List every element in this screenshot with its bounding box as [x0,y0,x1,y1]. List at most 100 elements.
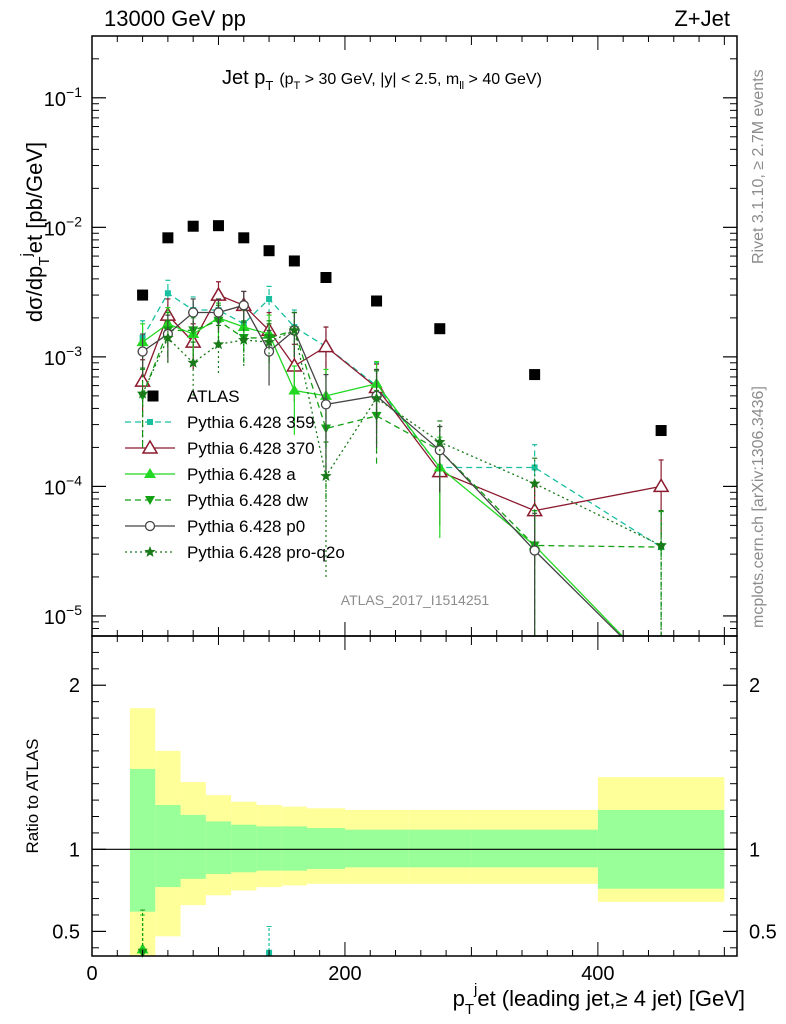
data-point [529,545,540,556]
data-point [263,346,275,357]
chart-title-cut-sub: T [294,80,301,92]
ratio-y-tick-label-right: 2 [749,675,760,697]
ratio-y-tick-label: 2 [69,675,80,697]
legend-entry: Pythia 6.428 pro-q2o [125,543,345,562]
data-point [434,323,446,335]
data-point [434,436,446,447]
legend-marker [147,419,153,425]
inner-band [155,805,181,888]
data-point [652,477,670,493]
series-line [142,304,622,636]
legend-entry: Pythia 6.428 370 [125,439,315,458]
legend-marker [144,520,156,532]
data-point [162,232,174,244]
legend-entry: Pythia 6.428 a [125,465,296,484]
data-point [371,295,383,307]
legend-label: ATLAS [187,387,240,406]
y-tick-label: 10−3 [44,343,82,370]
series-line [141,329,662,547]
inner-band [129,768,156,912]
data-point [263,245,275,257]
x-axis-label: pTjet (leading jet,≥ 4 jet) [GeV] [453,981,745,1018]
data-point [320,470,332,481]
y-tick-label: 10−5 [44,602,82,629]
rivet-version-label: Rivet 3.1.10, ≥ 2.7M events [750,69,767,264]
ratio-y-tick-label-right: 1 [749,839,760,861]
analysis-label: ATLAS_2017_I1514251 [341,592,490,608]
data-point [136,387,149,399]
data-point [237,321,250,332]
chart-title-cut-sub2: ll [459,80,464,92]
ratio-y-tick-label: 1 [69,839,80,861]
inner-band [408,829,472,868]
inner-band [281,826,307,871]
inner-band [344,829,409,868]
main-panel-data [134,220,670,636]
series-line [142,292,662,548]
ratio-y-tick-label-right: 0.5 [749,921,777,943]
y-tick-label: 10−2 [44,213,82,240]
data-point [528,477,541,489]
inner-band [180,814,206,879]
main-axes: 10−5 10−4 10−3 10−2 10−1 [44,36,737,637]
series-line [141,320,662,548]
data-point [238,334,250,345]
data-point [655,425,667,437]
series-4 [137,304,667,636]
series-0 [137,220,667,437]
x-tick-label: 200 [328,963,361,985]
ratio-y-axis-label: Ratio to ATLAS [23,739,42,854]
series-line [142,317,624,636]
inner-band [307,828,345,870]
header-energy: 13000 GeV pp [104,6,246,31]
data-point [288,384,301,395]
legend: ATLAS Pythia 6.428 359 Pythia 6.428 370 Pyt… [125,387,345,562]
x-tick-label: 0 [86,963,97,985]
inner-band [471,829,598,868]
data-point [187,220,199,232]
chart-title-cut-end: > 40 GeV) [464,71,542,88]
data-point [238,232,250,244]
data-point [188,326,199,336]
data-point [655,539,667,551]
data-point [187,356,199,368]
ratio-panel-frame [91,635,738,957]
series-3 [136,302,624,636]
chart-title-main-sub: T [265,78,273,93]
legend-entry: Pythia 6.428 p0 [125,517,305,536]
legend-entry: Pythia 6.428 dw [125,491,309,510]
inner-band [205,821,232,874]
data-point [263,336,275,347]
chart-title: Jet pT (pT > 30 GeV, |y| < 2.5, mll > 40 … [222,67,542,93]
inner-band [231,824,257,873]
data-point [529,369,541,381]
legend-marker [147,390,159,402]
data-point [210,286,227,301]
ratio-axes: 0.5 0.5 1 1 2 2 0 200 400 [52,636,777,985]
data-point [212,338,225,350]
data-point [188,307,199,318]
data-point [320,271,332,283]
data-point [288,324,301,336]
y-tick-label: 10−4 [44,472,82,499]
data-point [531,464,538,471]
legend-label: Pythia 6.428 359 [187,413,315,432]
legend-marker [145,496,155,505]
legend-marker [144,546,156,557]
inner-band [256,826,282,871]
legend-label: Pythia 6.428 370 [187,439,315,458]
data-point [137,346,148,357]
legend-label: Pythia 6.428 p0 [187,517,305,536]
data-point [162,331,174,343]
chart-title-cut: (p [279,71,293,88]
data-point [137,289,149,301]
legend-label: Pythia 6.428 pro-q2o [187,543,345,562]
x-tick-label: 400 [581,963,614,985]
legend-marker [144,468,156,478]
legend-entry: ATLAS [147,387,240,406]
ratio-panel-bands [92,708,737,958]
data-point [238,300,249,311]
legend-marker [141,439,159,454]
legend-label: Pythia 6.428 dw [187,491,309,510]
